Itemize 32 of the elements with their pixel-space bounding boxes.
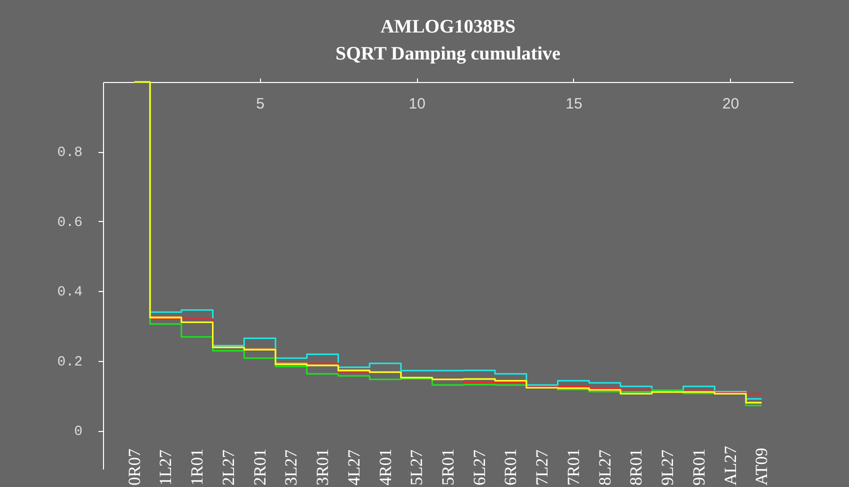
y-tick-label: 0 xyxy=(74,424,82,440)
x-tick-label: 1L27 xyxy=(156,449,176,486)
x-tick-label: 9L27 xyxy=(658,449,678,486)
x-tick-label: 7R01 xyxy=(564,448,583,486)
x2-tick-label: 20 xyxy=(722,96,740,112)
x-tick-label: AL27 xyxy=(720,445,740,486)
x-tick-label: 6L27 xyxy=(470,449,489,486)
x-tick-label: 2R01 xyxy=(250,448,270,486)
x2-tick-label: 15 xyxy=(566,96,582,112)
y-tick-label: 0.6 xyxy=(57,214,82,231)
x-tick-label: 8R01 xyxy=(626,448,646,486)
chart-title: AMLOG1038BS xyxy=(380,16,516,38)
x-tick-label: 1R01 xyxy=(188,448,207,486)
x-tick-label: 4L27 xyxy=(344,449,364,486)
x-tick-label: 5L27 xyxy=(407,449,426,486)
x-tick-label: 5R01 xyxy=(438,448,458,486)
x-tick-label: 6R01 xyxy=(501,448,520,486)
x-tick-label: 9R01 xyxy=(689,448,708,486)
x-tick-label: 8L27 xyxy=(595,449,614,486)
y-tick-label: 0.8 xyxy=(57,145,82,162)
x-tick-label: 4R01 xyxy=(376,448,395,486)
x-tick-label: 0R07 xyxy=(124,448,144,486)
x-tick-label: 7L27 xyxy=(532,449,552,486)
x-tick-label: 3R01 xyxy=(313,448,332,486)
x-tick-label: AT09 xyxy=(752,448,772,486)
y-tick-label: 0.4 xyxy=(57,284,82,301)
x-tick-label: 3L27 xyxy=(282,449,301,486)
x-tick-label: 2L27 xyxy=(218,449,238,486)
x2-tick-label: 10 xyxy=(408,96,426,112)
y-tick-label: 0.2 xyxy=(57,354,82,370)
x2-tick-label: 5 xyxy=(256,96,264,112)
chart-subtitle: SQRT Damping cumulative xyxy=(336,44,560,64)
